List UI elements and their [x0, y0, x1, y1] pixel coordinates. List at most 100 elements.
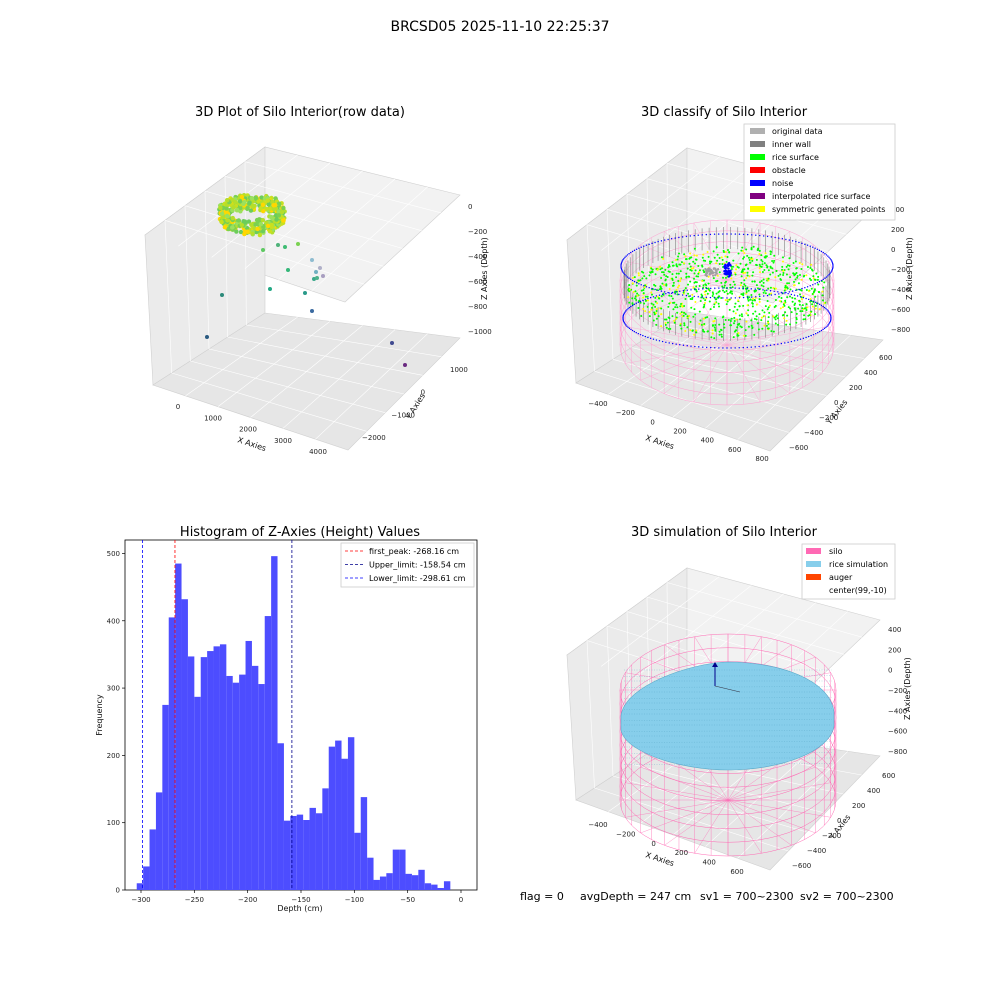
rice-surface-point [772, 261, 775, 264]
rice-surface-point [694, 262, 697, 265]
rice-surface-point [714, 317, 717, 320]
noise-point [674, 293, 676, 295]
rice-surface-point [786, 296, 789, 299]
noise-point [675, 291, 677, 293]
raw-cluster-point [242, 229, 248, 234]
panel1-z-tick: −600 [468, 278, 487, 286]
rice-surface-point [737, 334, 740, 337]
noise-point [718, 347, 720, 349]
noise-point [623, 272, 625, 275]
rice-surface-point [662, 257, 665, 260]
noise-point [829, 319, 832, 322]
legend-label: first_peak: -268.16 cm [369, 547, 459, 556]
rice-surface-point [698, 322, 701, 325]
panel4-xlabel: X Axies [644, 850, 675, 868]
rice-surface-point [694, 269, 697, 272]
rice-surface-point [703, 270, 706, 273]
rice-surface-point [701, 256, 704, 259]
rice-surface-point [795, 318, 798, 321]
rice-surface-point [806, 306, 809, 309]
hist-bar [149, 829, 156, 890]
noise-point [652, 338, 655, 340]
noise-point [827, 255, 829, 257]
raw-cluster-point [219, 211, 225, 216]
rice-surface-point [697, 275, 700, 278]
rice-surface-point [685, 275, 688, 278]
noise-point [810, 299, 812, 302]
rice-surface-point [741, 249, 744, 252]
rice-surface-point [786, 314, 789, 317]
rice-surface-point [653, 313, 656, 316]
rice-surface-point [693, 308, 696, 311]
rice-surface-point [744, 284, 747, 287]
rice-surface-point [644, 310, 647, 313]
noise-point [770, 294, 773, 296]
rice-surface-point [723, 291, 726, 294]
rice-surface-point [734, 302, 737, 305]
noise-point [785, 238, 787, 241]
panel4-y-tick: 0 [837, 817, 841, 825]
rice-surface-point [781, 314, 784, 317]
rice-surface-point [753, 289, 756, 292]
rice-surface-point [720, 281, 723, 284]
rice-surface-point [714, 323, 717, 326]
rice-surface-point [793, 307, 796, 310]
rice-surface-point [680, 302, 683, 305]
noise-point [734, 347, 736, 349]
noise-point [631, 329, 634, 332]
rice-surface-point [689, 298, 692, 301]
rice-surface-point [661, 282, 664, 285]
rice-surface-point [675, 276, 678, 279]
rice-surface-point [751, 280, 754, 283]
noise-point [710, 346, 712, 349]
raw-cluster-point [224, 206, 229, 211]
noise-point [621, 269, 623, 271]
rice-surface-point [784, 299, 787, 302]
rice-surface-point [659, 268, 662, 271]
noise-point [730, 297, 732, 299]
panel1-x-tick: 3000 [274, 437, 292, 445]
noise-point [831, 269, 833, 271]
rice-surface-point [706, 250, 709, 253]
noise-point [637, 301, 640, 304]
rice-surface-point [664, 279, 667, 282]
rice-surface-point [637, 306, 640, 309]
rice-surface-point [794, 297, 797, 300]
hist-bar [367, 857, 374, 890]
panel1-y-tick: −2000 [362, 434, 386, 442]
noise-point [816, 248, 819, 250]
noise-point [830, 259, 832, 261]
noise-point [829, 272, 831, 275]
noise-point [643, 245, 645, 247]
rice-surface-point [770, 330, 773, 333]
noise-point [624, 256, 626, 259]
rice-mesh-line [623, 730, 833, 732]
noise-point [826, 325, 828, 327]
legend-label: interpolated rice surface [772, 192, 870, 201]
noise-point [665, 341, 667, 343]
rice-surface-point [682, 291, 685, 294]
rice-surface-point [658, 288, 661, 291]
rice-surface-point [724, 255, 727, 258]
rice-surface-point [656, 268, 659, 271]
noise-point [690, 289, 692, 291]
grid-line [217, 321, 331, 407]
noise-point [628, 277, 630, 279]
raw-cluster-point [230, 215, 235, 221]
raw-cluster-point [260, 202, 266, 208]
noise-point [830, 316, 832, 318]
noise-point [670, 238, 673, 240]
hist-bar [411, 875, 419, 890]
rice-surface-point [747, 289, 750, 292]
rice-surface-point [718, 271, 721, 274]
rice-surface-point [702, 330, 705, 333]
noise-point [762, 295, 765, 297]
rice-surface-point [705, 290, 708, 293]
raw-cluster-point [271, 206, 276, 212]
rice-surface-point [654, 284, 657, 287]
rice-surface-point [728, 308, 731, 311]
rice-surface-point [692, 315, 695, 318]
rice-surface-point [700, 323, 703, 326]
rice-surface-point [734, 273, 737, 276]
rice-surface-point [686, 326, 689, 329]
